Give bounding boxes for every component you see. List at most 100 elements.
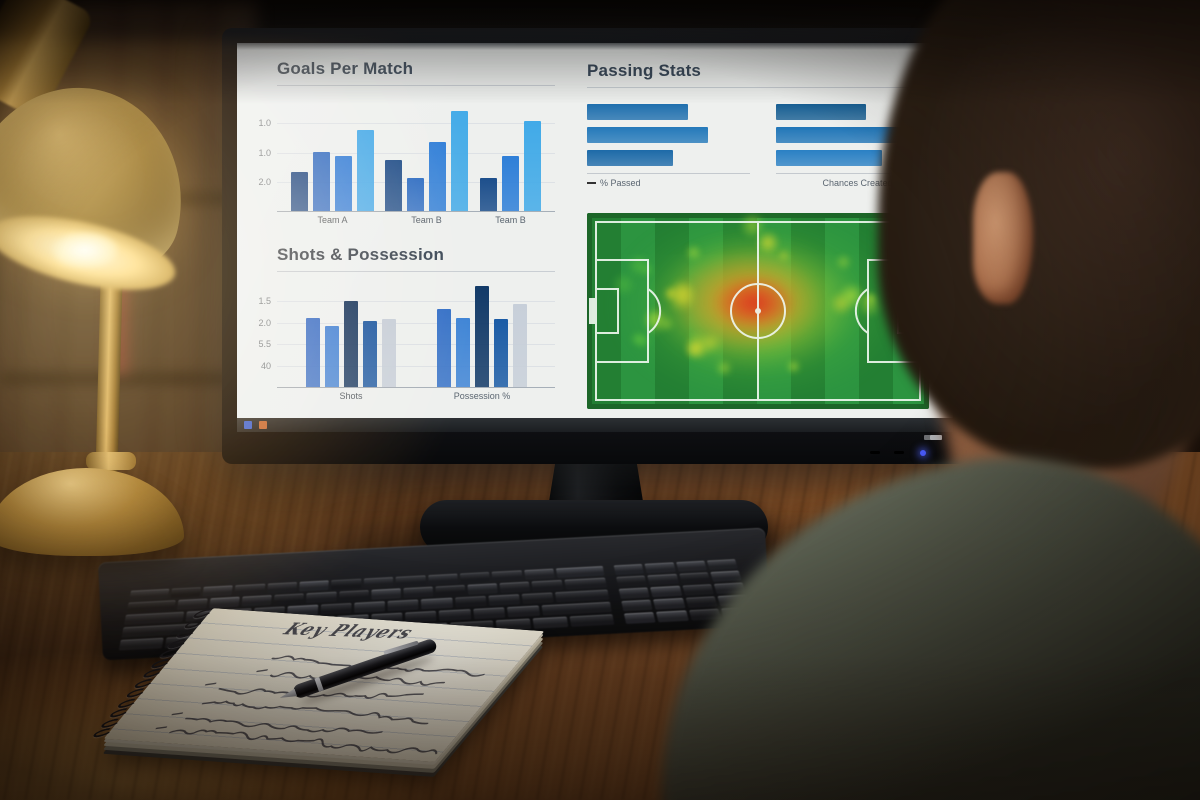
bar (493, 319, 508, 387)
monitor-button (870, 451, 880, 454)
keyboard-key (541, 601, 612, 616)
taskbar-blue-app-icon (244, 421, 252, 429)
bar (356, 130, 374, 211)
keyboard-key (202, 585, 234, 597)
monitor-screen: Goals Per Match 1.0 1.0 2.0 Team A Team B Tea… (237, 43, 953, 432)
keyboard-key (564, 577, 607, 590)
bar (312, 152, 330, 211)
keyboard-key (621, 599, 653, 612)
keyboard-key (126, 600, 176, 613)
keyboard-key (488, 594, 521, 606)
bezel-brand-mark (930, 435, 942, 440)
monitor-bezel: Goals Per Match 1.0 1.0 2.0 Team A Team B Tea… (222, 28, 968, 464)
bar (455, 318, 470, 387)
title-divider (277, 271, 555, 272)
keyboard-key (123, 611, 185, 625)
bar (474, 286, 489, 387)
keyboard-key (499, 581, 531, 593)
keyboard-key (678, 572, 711, 584)
keyboard-key (656, 610, 689, 623)
bar (334, 156, 352, 211)
keyboard-key (653, 598, 686, 610)
y-axis-tick-label: 40 (260, 360, 271, 371)
keyboard-key (338, 590, 369, 602)
legend-dash (587, 181, 596, 184)
keyboard-key (644, 562, 676, 574)
keyboard-key (241, 595, 272, 607)
keyboard-key (467, 583, 498, 595)
keyboard-key (371, 588, 401, 600)
keyboard-key (459, 571, 491, 584)
x-axis-label: Team B (411, 215, 442, 225)
keyboard-key (421, 597, 453, 610)
keyboard-key (521, 592, 554, 605)
keyboard-key (473, 607, 506, 620)
keyboard-key (531, 580, 563, 592)
title-divider (587, 87, 939, 88)
keyboard-key (650, 585, 682, 598)
h-bar (587, 104, 689, 120)
h-bar (587, 127, 708, 143)
bar (385, 160, 403, 211)
y-axis-tick-label: 5.5 (258, 339, 271, 350)
passing-subchart: % Passed (587, 104, 750, 188)
keyboard-key (647, 574, 679, 586)
h-bar-row (587, 104, 750, 120)
x-axis-labels: Team A Team B Team B (277, 212, 555, 226)
bar-group (305, 301, 396, 387)
chart-bar-groups (277, 280, 555, 387)
h-chart-label: % Passed (587, 178, 750, 188)
bar (451, 111, 469, 211)
h-bar (776, 150, 882, 166)
keyboard-key (209, 596, 240, 609)
keyboard-key (387, 599, 419, 612)
bar (436, 309, 451, 387)
keyboard-key (555, 589, 610, 603)
shots-panel-title: Shots & Possession (277, 245, 445, 264)
keyboard-key (176, 598, 208, 610)
bar (343, 301, 358, 387)
y-axis-tick-label: 1.0 (258, 147, 271, 158)
bar (305, 318, 320, 387)
goals-panel-title: Goals Per Match (277, 59, 414, 78)
bar (512, 304, 527, 387)
h-axis-line (587, 173, 750, 174)
keyboard-key (507, 605, 540, 618)
keyboard-key (439, 609, 472, 621)
bar (429, 142, 447, 211)
y-axis-tick-label: 1.5 (258, 296, 271, 307)
y-axis-tick-label: 1.0 (258, 118, 271, 129)
taskbar-orange-app-icon (259, 421, 267, 429)
keyboard-key (706, 559, 738, 571)
chart-bar-groups (277, 94, 555, 211)
h-bar-row (587, 150, 750, 166)
keyboard-key (435, 585, 466, 597)
x-axis-label: Team B (495, 215, 526, 225)
handwriting-line (171, 712, 383, 734)
keyboard-key (363, 577, 394, 589)
keyboard-key (306, 591, 337, 604)
keyboard-key (532, 616, 569, 629)
bar-group (480, 121, 542, 211)
monitor-button (894, 451, 904, 454)
bar (362, 321, 377, 387)
person-ear (973, 172, 1033, 304)
keyboard-key (395, 575, 426, 587)
x-axis-label: Shots (339, 391, 363, 401)
keyboard-key (299, 580, 330, 592)
bar-group (385, 111, 469, 211)
bar (381, 319, 396, 387)
keyboard-key (129, 588, 170, 601)
chart-plot-area: 1.5 2.0 5.5 40 (258, 280, 555, 388)
lamp-bulb (52, 232, 118, 268)
keyboard-key (354, 601, 386, 613)
keyboard-key (569, 614, 615, 627)
keyboard-key (618, 587, 650, 599)
h-bar (776, 104, 866, 120)
bar (324, 326, 339, 387)
keyboard-key (555, 566, 605, 578)
keyboard-key (685, 596, 718, 608)
keyboard-key (623, 612, 656, 624)
bar (290, 172, 308, 211)
